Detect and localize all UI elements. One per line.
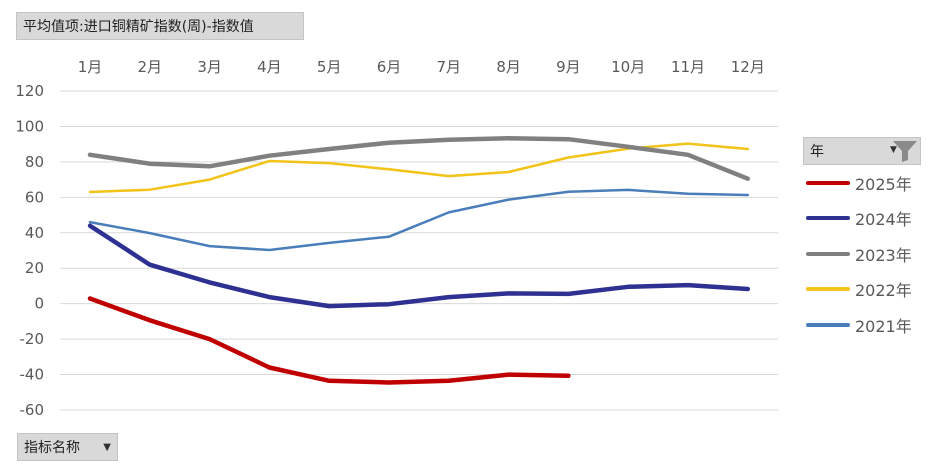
series-line bbox=[88, 188, 750, 252]
field-label: 指标名称 bbox=[24, 440, 80, 456]
x-tick-label: 1月 bbox=[78, 58, 103, 76]
pivot-value-field-button[interactable]: 平均值项:进口铜精矿指数(周)-指数值 bbox=[16, 12, 304, 40]
chart-title: 平均值项:进口铜精矿指数(周)-指数值 bbox=[23, 19, 254, 35]
dropdown-arrow-icon[interactable]: ▼ bbox=[890, 145, 897, 155]
y-tick-label: 40 bbox=[25, 224, 44, 242]
x-tick-label: 6月 bbox=[377, 58, 402, 76]
x-tick-label: 9月 bbox=[556, 58, 581, 76]
legend-label: 2023年 bbox=[855, 245, 912, 265]
legend-field-button[interactable]: 年 ▼ bbox=[803, 137, 921, 165]
filter-funnel-icon[interactable] bbox=[892, 139, 918, 163]
x-tick-label: 10月 bbox=[611, 58, 645, 76]
legend-item: 2021年 bbox=[803, 307, 921, 343]
x-tick-label: 12月 bbox=[731, 58, 765, 76]
x-tick-label: 5月 bbox=[317, 58, 342, 76]
legend-swatch bbox=[806, 251, 850, 256]
series-line bbox=[87, 136, 751, 181]
y-tick-label: 80 bbox=[25, 153, 44, 171]
y-tick-label: 100 bbox=[15, 117, 44, 135]
x-tick-label: 2月 bbox=[138, 58, 163, 76]
y-tick-label: -40 bbox=[20, 366, 45, 384]
y-tick-label: 120 bbox=[15, 82, 44, 100]
legend-label: 2025年 bbox=[855, 174, 912, 194]
series-line bbox=[87, 296, 571, 385]
legend-swatch bbox=[806, 180, 850, 185]
legend-label: 2022年 bbox=[855, 281, 912, 301]
series-line bbox=[87, 223, 751, 309]
x-tick-label: 11月 bbox=[671, 58, 705, 76]
y-tick-label: -60 bbox=[20, 401, 45, 419]
legend-title: 年 bbox=[810, 144, 824, 160]
legend-label: 2024年 bbox=[855, 210, 912, 230]
legend-swatch bbox=[806, 287, 850, 292]
x-tick-label: 4月 bbox=[257, 58, 282, 76]
y-tick-label: -20 bbox=[20, 330, 45, 348]
indicator-name-field-button[interactable]: 指标名称 ▼ bbox=[17, 433, 118, 461]
y-tick-label: 20 bbox=[25, 259, 44, 277]
legend-swatch bbox=[806, 216, 850, 221]
legend-item: 2024年 bbox=[803, 201, 921, 237]
legend-item: 2022年 bbox=[803, 272, 921, 308]
legend: 年 ▼ 2025年 2024年 2023年 2022年 2021年 bbox=[803, 137, 921, 343]
legend-item: 2025年 bbox=[803, 165, 921, 201]
legend-label: 2021年 bbox=[855, 316, 912, 336]
legend-swatch bbox=[806, 322, 850, 327]
dropdown-arrow-icon[interactable]: ▼ bbox=[103, 441, 111, 453]
y-tick-label: 0 bbox=[34, 295, 44, 313]
legend-item: 2023年 bbox=[803, 236, 921, 272]
x-tick-label: 8月 bbox=[496, 58, 521, 76]
x-tick-label: 7月 bbox=[437, 58, 462, 76]
y-tick-label: 60 bbox=[25, 188, 44, 206]
x-tick-label: 3月 bbox=[197, 58, 222, 76]
